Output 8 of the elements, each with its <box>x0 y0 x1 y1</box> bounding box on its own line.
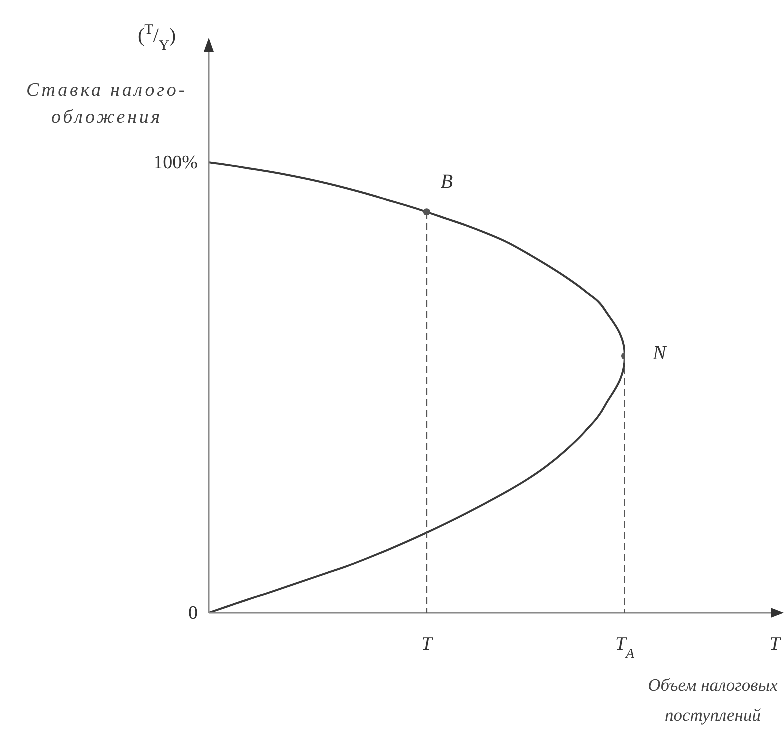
text: ($^{T}$/$_{Y}$) Ставка налого- обложения <box>26 22 188 128</box>
y-tick-label: 100% <box>154 152 198 174</box>
annotation: B <box>440 171 454 194</box>
x-tick-label: T$_{A}$ <box>616 634 636 660</box>
x-tick-label: T <box>422 634 434 655</box>
x-axis-title: T Объем налоговых поступлений <box>648 634 782 725</box>
y-tick-label: 0 <box>188 603 198 624</box>
annotation: N <box>652 342 668 364</box>
